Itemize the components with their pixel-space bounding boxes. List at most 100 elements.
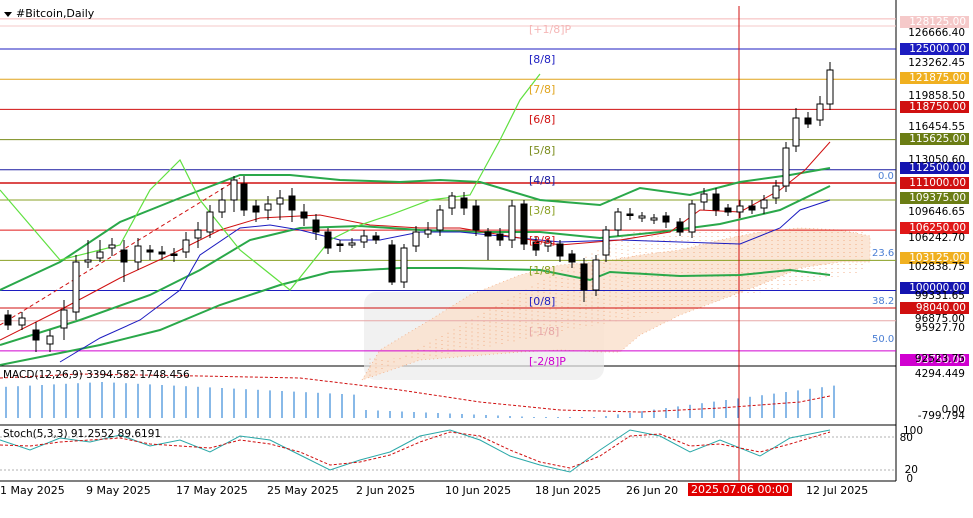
candle-body	[662, 215, 670, 223]
candle-body	[400, 247, 408, 283]
price-tag-9: 103125.00	[900, 252, 969, 264]
x-label-4: 25 May 2025	[267, 484, 339, 497]
candle-body	[182, 239, 190, 253]
stoch-scale-80: 80	[899, 432, 913, 444]
fib-label-2: 38.2	[872, 296, 895, 307]
candle-body	[792, 117, 800, 147]
price-axis-tick-2: 119858.50	[908, 90, 965, 102]
macd-label: MACD(12,26,9) 3394.582 1748.456	[3, 369, 190, 381]
stoch-signal	[0, 431, 831, 469]
candle-body	[276, 197, 284, 205]
murrey-label-2: [7/8]	[529, 83, 556, 97]
candle-body	[72, 261, 80, 313]
murrey-label-5: [4/8]	[529, 173, 556, 187]
price-axis-tick-1: 123262.45	[908, 57, 965, 69]
dropdown-arrow-icon[interactable]	[4, 11, 12, 17]
murrey-label-1: [8/8]	[529, 53, 556, 66]
macd-scale-max: 4294.449	[914, 368, 965, 380]
price-tag-2: 121875.00	[900, 72, 969, 84]
price-axis-tick-5: 109646.65	[908, 206, 965, 218]
price-tag-1: 125000.00	[900, 43, 969, 55]
price-tag-3: 118750.00	[900, 101, 969, 113]
candle-body	[724, 207, 732, 213]
trendline-red	[0, 177, 241, 326]
x-label-5: 2 Jun 2025	[356, 484, 416, 497]
price-tag-10: 100000.00	[900, 282, 969, 294]
candle-body	[348, 242, 356, 246]
candle-body	[748, 205, 756, 211]
candle-body	[264, 203, 272, 211]
candle-body	[412, 231, 420, 247]
fib-label-3: 50.0	[872, 334, 895, 345]
candle-body	[108, 244, 116, 249]
candle-body	[650, 217, 658, 221]
x-label-8: 26 Jun 20	[626, 484, 679, 497]
price-axis-tick-7: 102838.75	[908, 261, 965, 273]
candle-body	[96, 251, 104, 259]
candle-body	[300, 211, 308, 219]
crosshair-date-label: 2025.07.06 00:00	[688, 483, 793, 496]
candle-body	[252, 205, 260, 213]
candle-body	[804, 117, 812, 125]
macd-signal	[0, 373, 831, 413]
price-axis-tick-4: 113050.60	[908, 154, 965, 166]
candle-body	[816, 103, 824, 121]
candle-body	[18, 317, 26, 326]
candle-body	[240, 183, 248, 211]
candle-body	[170, 253, 178, 256]
candle-body	[436, 209, 444, 231]
candle-body	[568, 253, 576, 263]
murrey-label-9: [0/8]	[529, 294, 556, 308]
candle-body	[84, 259, 92, 263]
candle-body	[532, 241, 540, 251]
candle-body	[424, 229, 432, 235]
candle-body	[556, 243, 564, 257]
lagging-span	[0, 73, 541, 291]
candle-body	[496, 233, 504, 241]
candle-body	[772, 185, 780, 199]
candle-body	[60, 309, 68, 329]
price-tag-12: 93750.00	[900, 354, 969, 366]
candle-body	[134, 245, 142, 263]
bollinger-lower	[0, 267, 831, 366]
murrey-label-8: [1/8]	[529, 264, 556, 278]
candle-body	[206, 211, 214, 233]
candle-body	[360, 235, 368, 243]
ma-fast	[59, 199, 831, 363]
bollinger-upper	[0, 167, 831, 291]
price-axis-tick-3: 116454.55	[908, 121, 965, 133]
murrey-label-3: [6/8]	[529, 113, 556, 127]
candle-body	[120, 249, 128, 263]
candle-body	[602, 229, 610, 256]
chart-title: #Bitcoin,Daily	[4, 7, 94, 20]
candle-body	[712, 193, 720, 211]
stoch-scale-100: 100	[902, 425, 923, 437]
candle-body	[158, 251, 166, 255]
candle-body	[826, 69, 834, 105]
candle-body	[700, 193, 708, 203]
stoch-scale-20: 20	[904, 464, 918, 476]
candle-body	[760, 199, 768, 209]
candle-body	[736, 205, 744, 213]
price-axis-tick-0: 126666.40	[908, 27, 965, 39]
price-tag-4: 115625.00	[900, 133, 969, 145]
x-label-6: 10 Jun 2025	[445, 484, 512, 497]
candle-body	[312, 219, 320, 233]
price-tag-0: 128125.00	[900, 16, 969, 28]
candle-body	[218, 199, 226, 213]
candle-body	[592, 259, 600, 291]
price-axis-tick-9: 96875.00	[914, 313, 965, 325]
candle-body	[484, 231, 492, 237]
candle-body	[626, 213, 634, 216]
candle-body	[324, 231, 332, 249]
candle-body	[46, 335, 54, 345]
candle-body	[688, 203, 696, 233]
candle-body	[520, 203, 528, 245]
candle-body	[544, 241, 552, 247]
candle-body	[194, 229, 202, 239]
murrey-label-6: [3/8]	[529, 203, 556, 217]
candle-body	[230, 179, 238, 201]
candle-body	[32, 329, 40, 341]
murrey-label-4: [5/8]	[529, 143, 556, 157]
